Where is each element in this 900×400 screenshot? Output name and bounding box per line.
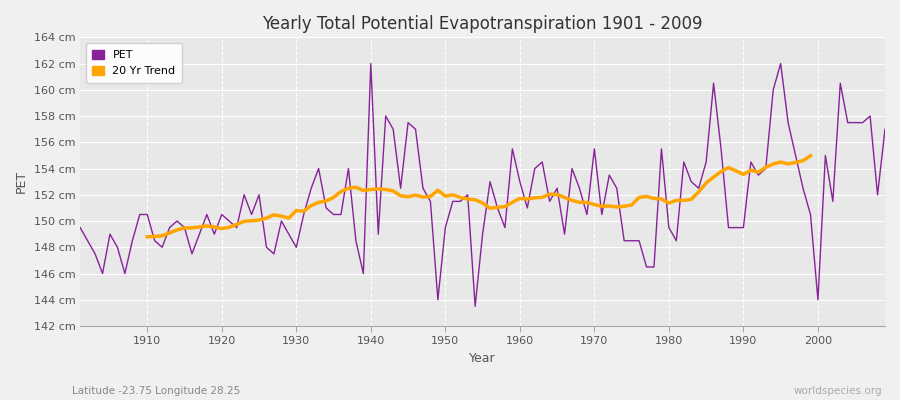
20 Yr Trend bbox=[604, 204, 615, 208]
20 Yr Trend bbox=[343, 186, 354, 191]
Title: Yearly Total Potential Evapotranspiration 1901 - 2009: Yearly Total Potential Evapotranspiratio… bbox=[262, 15, 703, 33]
20 Yr Trend bbox=[693, 190, 704, 194]
PET bbox=[365, 61, 376, 66]
Line: 20 Yr Trend: 20 Yr Trend bbox=[148, 156, 811, 237]
20 Yr Trend bbox=[806, 153, 816, 158]
Text: worldspecies.org: worldspecies.org bbox=[794, 386, 882, 396]
PET bbox=[522, 206, 533, 210]
PET bbox=[343, 166, 354, 171]
Line: PET: PET bbox=[80, 64, 885, 306]
PET bbox=[619, 238, 630, 243]
20 Yr Trend bbox=[231, 222, 242, 227]
X-axis label: Year: Year bbox=[469, 352, 496, 365]
Text: Latitude -23.75 Longitude 28.25: Latitude -23.75 Longitude 28.25 bbox=[72, 386, 240, 396]
20 Yr Trend bbox=[708, 175, 719, 180]
PET bbox=[298, 212, 309, 217]
PET bbox=[529, 166, 540, 171]
20 Yr Trend bbox=[775, 160, 786, 164]
Y-axis label: PET: PET bbox=[15, 170, 28, 193]
20 Yr Trend bbox=[142, 234, 153, 239]
PET bbox=[134, 212, 145, 217]
PET bbox=[75, 225, 86, 230]
PET bbox=[470, 304, 481, 309]
Legend: PET, 20 Yr Trend: PET, 20 Yr Trend bbox=[86, 43, 182, 83]
PET bbox=[879, 127, 890, 132]
